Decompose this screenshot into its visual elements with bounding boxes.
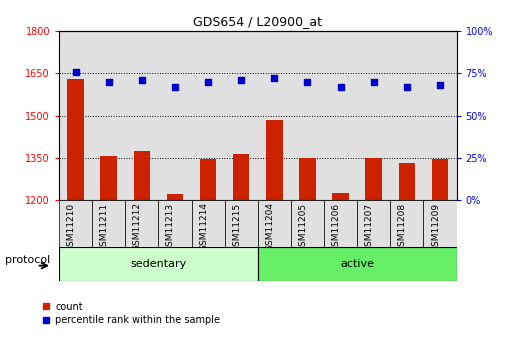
Text: GSM11206: GSM11206: [331, 203, 341, 252]
Text: GSM11215: GSM11215: [232, 203, 241, 252]
Bar: [92, 200, 125, 247]
Bar: [125, 31, 159, 200]
Text: GSM11204: GSM11204: [265, 203, 274, 252]
Bar: [159, 31, 191, 200]
Point: [270, 76, 279, 81]
Text: GSM11213: GSM11213: [166, 203, 175, 252]
Text: GSM11211: GSM11211: [100, 203, 109, 252]
Text: GSM11208: GSM11208: [398, 203, 407, 252]
Title: GDS654 / L20900_at: GDS654 / L20900_at: [193, 16, 322, 29]
Point: [436, 82, 444, 88]
Bar: [291, 31, 324, 200]
Bar: [133, 151, 150, 200]
Bar: [332, 193, 349, 200]
Bar: [399, 164, 415, 200]
Point: [237, 77, 245, 83]
Text: GSM11207: GSM11207: [365, 203, 374, 252]
Point: [370, 79, 378, 85]
Bar: [357, 200, 390, 247]
Bar: [225, 200, 258, 247]
Bar: [324, 200, 357, 247]
Point: [171, 84, 179, 90]
Text: active: active: [340, 259, 374, 269]
Bar: [225, 31, 258, 200]
Bar: [101, 156, 117, 200]
Text: sedentary: sedentary: [130, 259, 187, 269]
Text: GSM11209: GSM11209: [431, 203, 440, 252]
Bar: [432, 159, 448, 200]
Bar: [365, 158, 382, 200]
Text: GSM11212: GSM11212: [133, 203, 142, 252]
Bar: [125, 200, 159, 247]
Bar: [258, 247, 457, 281]
Bar: [59, 247, 258, 281]
Bar: [191, 200, 225, 247]
Text: GSM11205: GSM11205: [299, 203, 307, 252]
Bar: [258, 200, 291, 247]
Text: GSM11214: GSM11214: [199, 203, 208, 252]
Bar: [191, 31, 225, 200]
Point: [71, 69, 80, 75]
Bar: [390, 31, 423, 200]
Bar: [423, 200, 457, 247]
Point: [105, 79, 113, 85]
Text: protocol: protocol: [5, 256, 50, 265]
Point: [403, 84, 411, 90]
Bar: [390, 200, 423, 247]
Bar: [291, 200, 324, 247]
Bar: [59, 31, 92, 200]
Point: [204, 79, 212, 85]
Bar: [67, 79, 84, 200]
Bar: [324, 31, 357, 200]
Bar: [167, 195, 183, 200]
Legend: count, percentile rank within the sample: count, percentile rank within the sample: [41, 302, 221, 325]
Bar: [423, 31, 457, 200]
Text: GSM11210: GSM11210: [67, 203, 75, 252]
Bar: [299, 158, 316, 200]
Bar: [258, 31, 291, 200]
Bar: [200, 159, 216, 200]
Point: [337, 84, 345, 90]
Bar: [92, 31, 125, 200]
Bar: [159, 200, 191, 247]
Bar: [233, 154, 249, 200]
Bar: [266, 120, 283, 200]
Point: [137, 77, 146, 83]
Bar: [357, 31, 390, 200]
Bar: [59, 200, 92, 247]
Point: [303, 79, 311, 85]
